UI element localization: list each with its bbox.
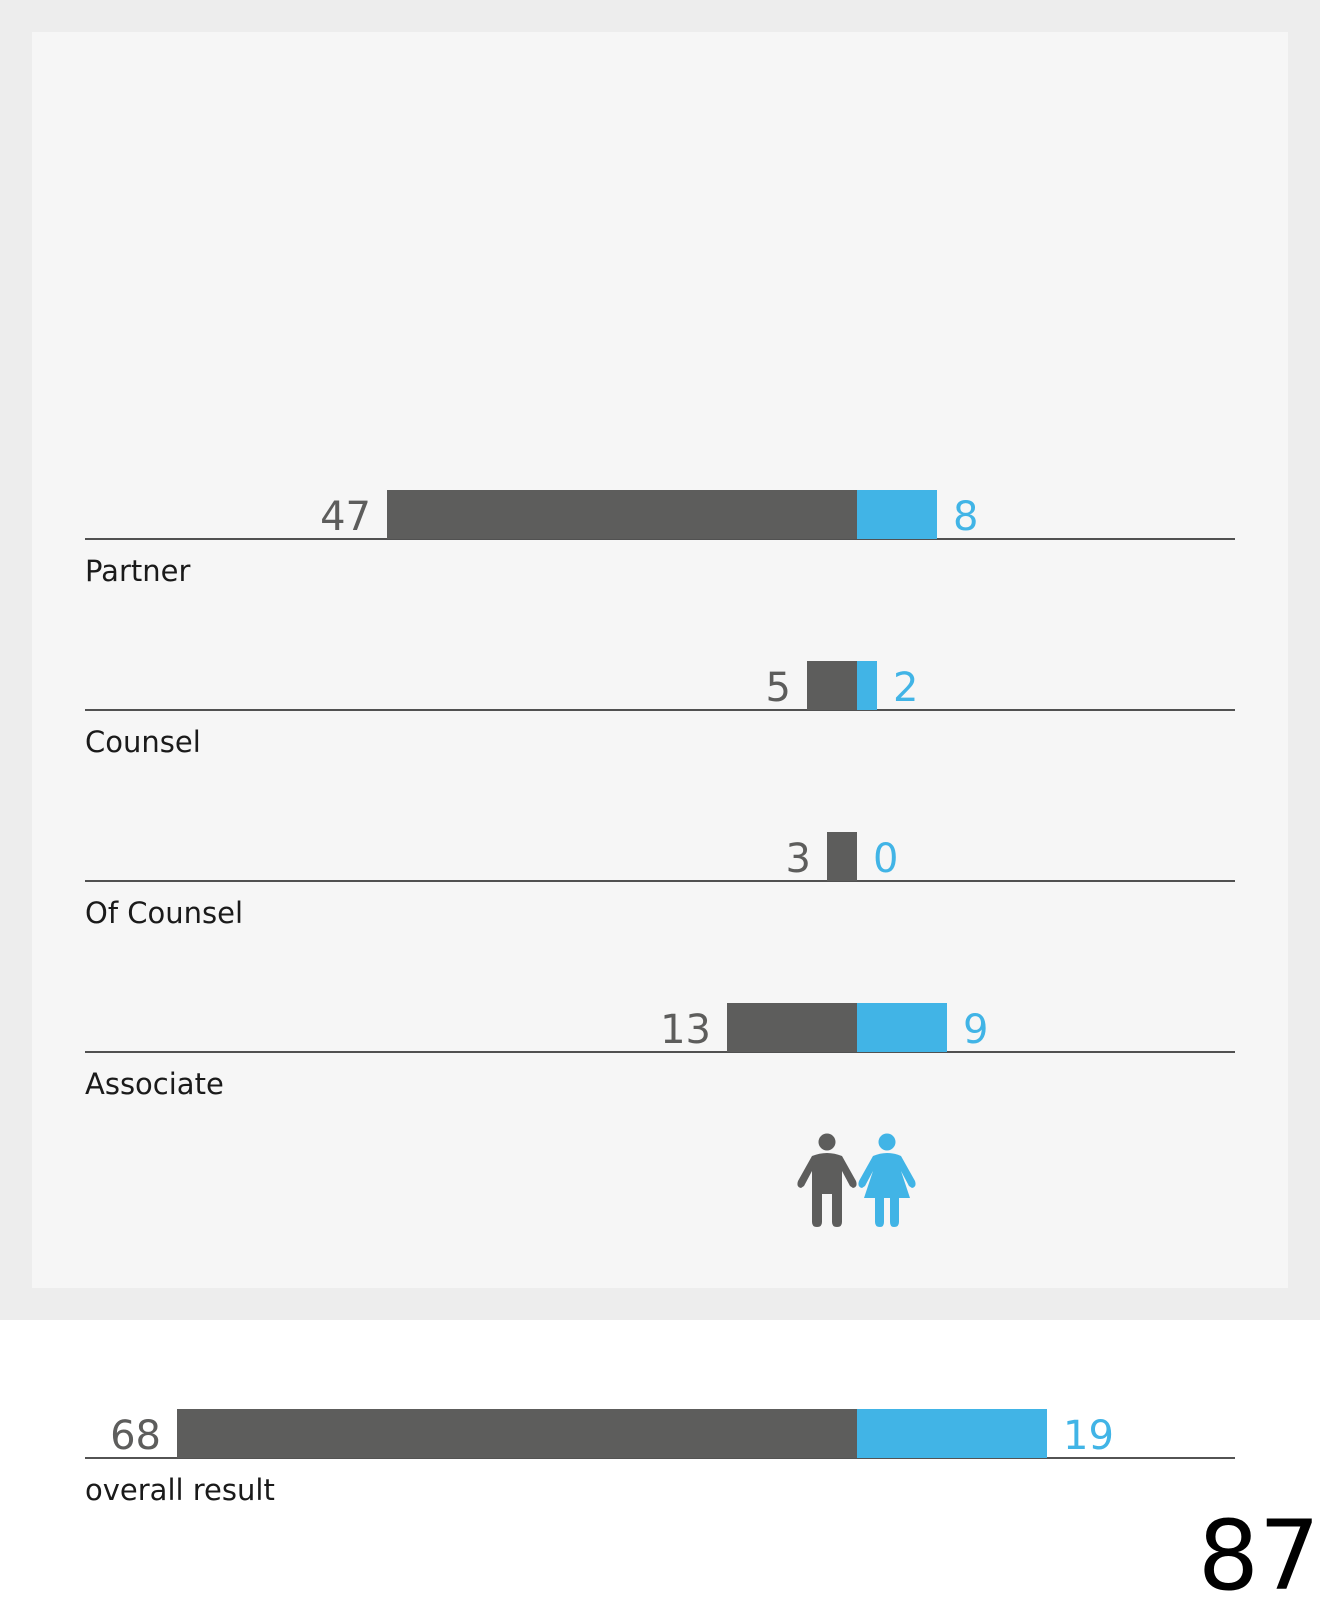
chart-row-overall: 68 19 overall result: [85, 1409, 1235, 1507]
value-label-female: 19: [1063, 1413, 1114, 1459]
female-figure-icon: [858, 1133, 916, 1227]
bar-female: [857, 661, 877, 710]
bar-female: [857, 490, 937, 539]
category-label: Partner: [85, 554, 190, 588]
category-label: overall result: [85, 1473, 275, 1507]
category-label: Counsel: [85, 725, 201, 759]
bar-female: [857, 1003, 947, 1052]
chart-row: 3 0 Of Counsel: [85, 832, 1235, 930]
male-figure-icon: [797, 1133, 857, 1227]
page-number: 87: [1197, 1500, 1320, 1612]
chart-row: 47 8 Partner: [85, 490, 1235, 588]
value-label-female: 9: [963, 1007, 988, 1053]
value-label-male: 3: [786, 836, 811, 882]
bar-male: [727, 1003, 857, 1052]
chart-frame: [0, 0, 1320, 1320]
value-label-male: 68: [110, 1413, 161, 1459]
overall-row: 68 19 overall result: [85, 1409, 1235, 1507]
chart-panel: [32, 32, 1288, 1288]
value-label-female: 2: [893, 665, 918, 711]
value-label-female: 8: [953, 494, 978, 540]
value-label-male: 47: [320, 494, 371, 540]
bar-male: [177, 1409, 857, 1458]
value-label-male: 13: [660, 1007, 711, 1053]
category-label: Associate: [85, 1067, 224, 1101]
bar-male: [827, 832, 857, 881]
legend-icons: [797, 1133, 916, 1227]
bar-female: [857, 1409, 1047, 1458]
chart-row: 13 9 Associate: [85, 1003, 1235, 1101]
value-label-female: 0: [873, 836, 898, 882]
chart-row: 5 2 Counsel: [85, 661, 1235, 759]
category-label: Of Counsel: [85, 896, 243, 930]
value-label-male: 5: [766, 665, 791, 711]
category-rows: 47 8 Partner 5 2 Counsel 3 0 Of Counsel 13 9 Associ…: [85, 490, 1235, 1101]
bar-male: [387, 490, 857, 539]
bar-male: [807, 661, 857, 710]
